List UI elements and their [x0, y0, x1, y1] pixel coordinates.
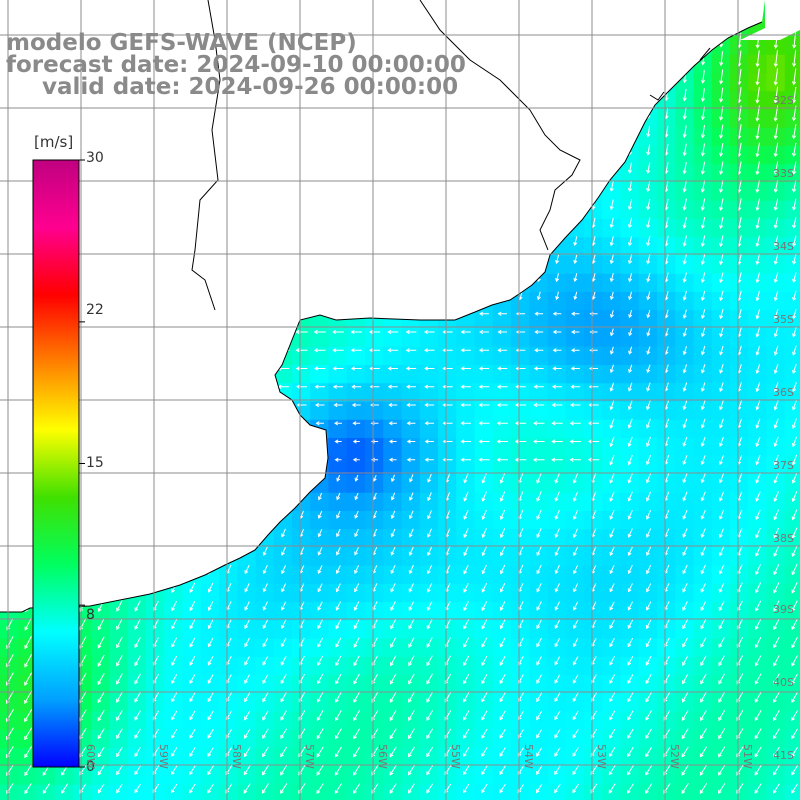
lon-label-52w: 52W: [668, 744, 681, 769]
land-mass: [0, 0, 800, 613]
colorbar-tick-8: 8: [86, 607, 95, 623]
lat-label-39s: 39S: [773, 603, 794, 616]
colorbar-tick-22: 22: [86, 302, 104, 318]
lat-label-41s: 41S: [773, 749, 794, 762]
colorbar-tick-30: 30: [86, 150, 104, 166]
model-title: modelo GEFS-WAVE (NCEP): [6, 30, 357, 56]
lon-label-55w: 55W: [449, 744, 462, 769]
lat-label-35s: 35S: [773, 313, 794, 326]
lon-label-58w: 58W: [230, 744, 243, 769]
lat-label-38s: 38S: [773, 532, 794, 545]
lat-label-40s: 40S: [773, 676, 794, 689]
lon-label-57w: 57W: [303, 744, 316, 769]
lon-label-59w: 59W: [157, 744, 170, 769]
colorbar-tick-0: 0: [86, 759, 95, 775]
lat-label-36s: 36S: [773, 386, 794, 399]
lat-label-37s: 37S: [773, 459, 794, 472]
forecast-date: forecast date: 2024-09-10 00:00:00: [6, 52, 466, 78]
lon-label-51w: 51W: [741, 744, 754, 769]
valid-date: valid date: 2024-09-26 00:00:00: [42, 74, 459, 100]
colorbar-unit: [m/s]: [34, 133, 74, 151]
lon-label-53w: 53W: [595, 744, 608, 769]
lat-label-34s: 34S: [773, 240, 794, 253]
lon-label-56w: 56W: [376, 744, 389, 769]
lon-label-54w: 54W: [522, 744, 535, 769]
lon-label-60w: 60W: [84, 744, 97, 769]
colorbar: [32, 159, 85, 768]
lat-label-32s: 32S: [773, 94, 794, 107]
lat-label-33s: 33S: [773, 167, 794, 180]
colorbar-tick-15: 15: [86, 455, 104, 471]
